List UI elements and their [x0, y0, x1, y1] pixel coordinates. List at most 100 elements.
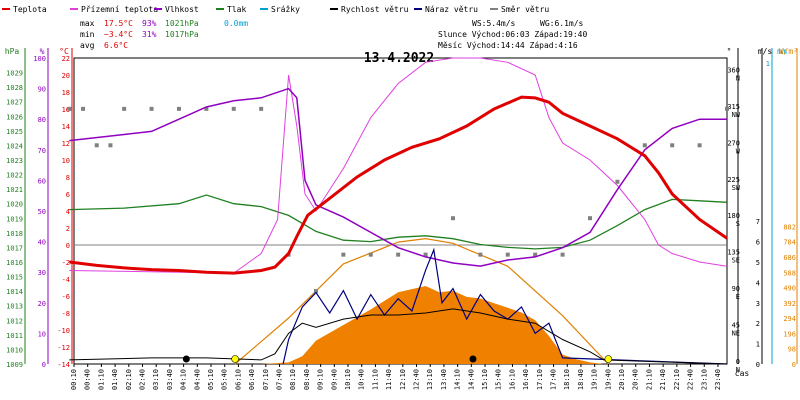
direction-letter-label: SW — [732, 184, 741, 192]
time-tick-label: 18:10 — [563, 369, 571, 390]
time-tick-label: 09:10 — [317, 369, 325, 390]
time-tick-label: 23:10 — [700, 369, 708, 390]
wind-gust-line — [282, 247, 728, 365]
rain-total: 0.0mm — [224, 19, 248, 28]
temp-tick-label: -4 — [62, 276, 70, 284]
hpa-tick-label: 1011 — [6, 332, 23, 340]
humidity-tick-label: 90 — [38, 86, 46, 94]
hpa-tick-label: 1014 — [6, 288, 23, 296]
chart-legend: Teplota Přízemní teplota Vlhkost Tlak Srážky… — [2, 5, 549, 14]
time-tick-label: 21:40 — [659, 369, 667, 390]
wind-tick-label: 1 — [756, 341, 760, 349]
min-humidity: 31% — [142, 30, 157, 39]
legend-label: Srážky — [271, 5, 300, 14]
wind-speed-line — [69, 308, 728, 365]
temp-tick-label: -12 — [57, 344, 70, 352]
direction-tick-label: 225 — [727, 176, 740, 184]
time-tick-label: 02:10 — [125, 369, 133, 390]
legend-label: Náraz větru — [425, 5, 478, 14]
wind-direction-point — [560, 252, 565, 257]
temperature-line — [69, 95, 728, 275]
humidity-tick-label: 40 — [38, 239, 46, 247]
wind-direction-point — [478, 252, 483, 257]
wind-direction-point — [587, 216, 592, 221]
max-pressure: 1021hPa — [165, 19, 199, 28]
time-tick-label: 08:40 — [303, 369, 311, 390]
min-label: min — [80, 30, 95, 39]
temp-tick-label: -6 — [62, 293, 70, 301]
rain-tick-label: 1 — [766, 60, 770, 68]
wind-direction-point — [176, 106, 181, 111]
time-tick-label: 01:40 — [111, 369, 119, 390]
humidity-tick-label: 60 — [38, 177, 46, 185]
moon-times: Měsíc Východ:14:44 Západ:4:16 — [438, 41, 578, 50]
solar-tick-label: 98 — [788, 346, 796, 354]
wind-direction-point — [505, 252, 510, 257]
direction-letter-label: W — [736, 147, 741, 155]
temp-tick-label: 20 — [62, 72, 70, 80]
time-tick-label: 11:40 — [385, 369, 393, 390]
legend-label: Teplota — [13, 5, 47, 14]
wind-unit-label: m/s — [758, 47, 773, 56]
humidity-unit-label: % — [40, 47, 45, 56]
time-tick-label: 05:40 — [221, 369, 229, 390]
moonrise-marker — [469, 355, 477, 363]
hpa-tick-label: 1025 — [6, 128, 23, 136]
temp-tick-label: 0 — [66, 242, 70, 250]
humidity-tick-label: 0 — [42, 361, 46, 369]
wind-tick-label: 5 — [756, 259, 760, 267]
time-tick-label: 17:10 — [536, 369, 544, 390]
wind-direction-point — [313, 289, 318, 294]
temp-tick-label: -14 — [57, 361, 70, 369]
wind-direction-point — [94, 143, 99, 148]
direction-tick-label: 270 — [727, 139, 740, 147]
humidity-tick-label: 10 — [38, 330, 46, 338]
wind-direction-point — [642, 143, 647, 148]
solar-tick-label: 784 — [783, 239, 796, 247]
wind-direction-point — [149, 106, 154, 111]
legend-label: Směr větru — [501, 5, 549, 14]
direction-tick-label: 45 — [732, 322, 740, 330]
wind-direction-point — [423, 252, 428, 257]
hpa-tick-label: 1026 — [6, 113, 23, 121]
legend-label: Vlhkost — [165, 5, 199, 14]
solar-tick-label: 882 — [783, 223, 796, 231]
time-tick-label: 00:40 — [84, 369, 92, 390]
solar-tick-label: 392 — [783, 300, 796, 308]
temp-tick-label: 2 — [66, 225, 70, 233]
wind-direction-point — [615, 179, 620, 184]
time-tick-label: 02:40 — [139, 369, 147, 390]
time-tick-label: 19:40 — [604, 369, 612, 390]
time-tick-label: 07:40 — [276, 369, 284, 390]
wind-tick-label: 6 — [756, 239, 760, 247]
legend-label: Rychlost větru — [341, 5, 409, 14]
time-tick-label: 14:10 — [454, 369, 462, 390]
temp-tick-label: 10 — [62, 157, 70, 165]
min-temp: −3.4°C — [104, 30, 133, 39]
wind-direction-point — [259, 106, 264, 111]
direction-letter-label: N — [736, 366, 740, 374]
temp-tick-label: -10 — [57, 327, 70, 335]
time-tick-label: 20:10 — [618, 369, 626, 390]
time-tick-label: 18:40 — [577, 369, 585, 390]
avg-label: avg — [80, 41, 95, 50]
time-tick-label: 04:10 — [180, 369, 188, 390]
hpa-tick-label: 1012 — [6, 317, 23, 325]
wind-direction-point — [670, 143, 675, 148]
time-tick-label: 10:10 — [344, 369, 352, 390]
sun-times: Slunce Východ:06:03 Západ:19:40 — [438, 30, 587, 39]
axes: hPa% °C ° m/s mmW/m²100910101011101210131014… — [5, 47, 798, 390]
time-tick-label: 07:10 — [262, 369, 270, 390]
hpa-tick-label: 1013 — [6, 303, 23, 311]
sun-elevation-line — [234, 237, 609, 365]
temp-tick-label: 12 — [62, 140, 70, 148]
hpa-tick-label: 1015 — [6, 274, 23, 282]
solar-radiation-area — [261, 286, 604, 364]
temp-unit-label: °C — [59, 47, 69, 56]
sunrise-marker — [231, 355, 239, 363]
moonset-marker — [182, 355, 190, 363]
hpa-tick-label: 1027 — [6, 99, 23, 107]
solar-tick-label: 196 — [783, 330, 796, 338]
humidity-tick-label: 80 — [38, 116, 46, 124]
max-temp: 17.5°C — [104, 19, 133, 28]
